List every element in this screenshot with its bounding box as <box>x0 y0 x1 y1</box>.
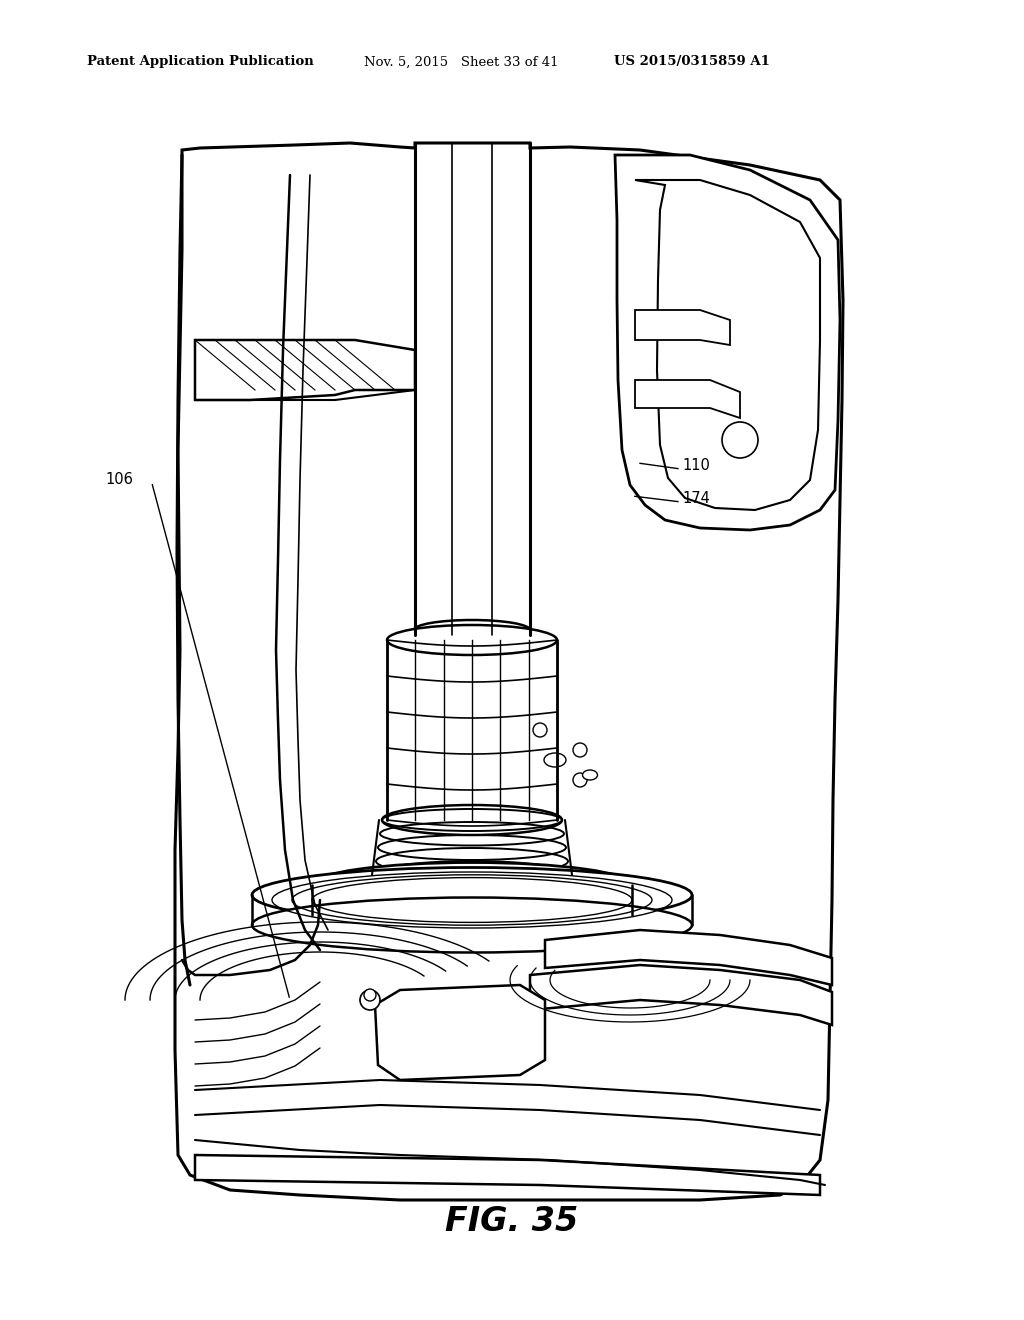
Polygon shape <box>615 154 840 531</box>
Circle shape <box>722 422 758 458</box>
Circle shape <box>364 989 376 1001</box>
Polygon shape <box>195 341 415 400</box>
Text: US 2015/0315859 A1: US 2015/0315859 A1 <box>614 55 770 69</box>
Text: Patent Application Publication: Patent Application Publication <box>87 55 313 69</box>
Ellipse shape <box>312 862 632 908</box>
Polygon shape <box>375 985 545 1080</box>
Polygon shape <box>635 180 820 510</box>
Circle shape <box>360 990 380 1010</box>
Polygon shape <box>530 965 831 1026</box>
Ellipse shape <box>583 770 597 780</box>
Circle shape <box>534 723 547 737</box>
Polygon shape <box>545 931 831 985</box>
Text: FIG. 35: FIG. 35 <box>445 1205 579 1238</box>
Ellipse shape <box>252 898 692 953</box>
Polygon shape <box>175 143 843 1200</box>
Circle shape <box>573 774 587 787</box>
Ellipse shape <box>387 624 557 655</box>
Ellipse shape <box>382 873 562 898</box>
Polygon shape <box>635 310 730 345</box>
Text: 110: 110 <box>682 458 710 474</box>
Text: 106: 106 <box>105 471 133 487</box>
Text: 174: 174 <box>682 491 710 507</box>
Ellipse shape <box>252 867 692 923</box>
Ellipse shape <box>312 892 632 937</box>
Circle shape <box>573 743 587 756</box>
Ellipse shape <box>382 805 562 836</box>
Ellipse shape <box>544 752 566 767</box>
Polygon shape <box>195 1155 820 1195</box>
Polygon shape <box>635 380 740 418</box>
Text: Nov. 5, 2015   Sheet 33 of 41: Nov. 5, 2015 Sheet 33 of 41 <box>364 55 558 69</box>
